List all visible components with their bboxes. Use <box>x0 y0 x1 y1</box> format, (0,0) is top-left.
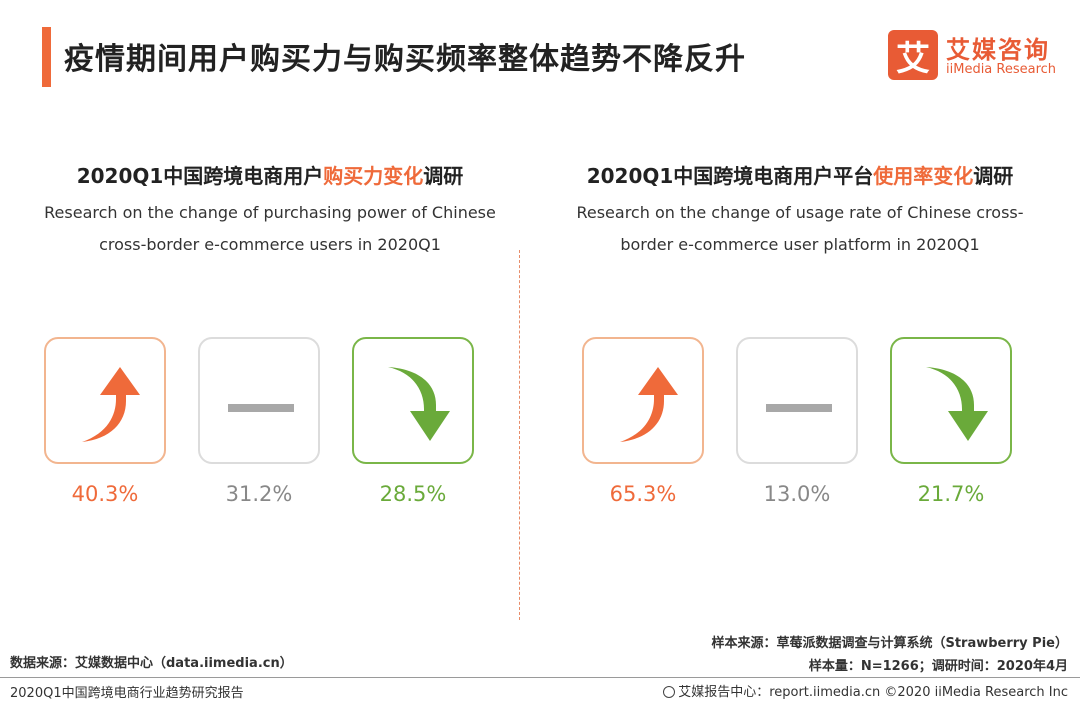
panel-title-prefix: 2020Q1中国跨境电商用户 <box>76 164 324 188</box>
arrow-down-curved-icon <box>352 337 474 464</box>
arrow-down-mark <box>388 367 450 441</box>
panel-subtitle: Research on the change of usage rate of … <box>576 203 1024 254</box>
dash-mark <box>766 404 832 412</box>
panel-title: 2020Q1中国跨境电商用户购买力变化调研 <box>0 160 540 189</box>
dash-mark <box>228 404 294 412</box>
panel-title-highlight: 使用率变化 <box>873 164 974 188</box>
logo-mark: 艾 <box>888 30 938 80</box>
dash-icon <box>736 337 858 464</box>
report-center: 艾媒报告中心：report.iimedia.cn ©2020 iiMedia R… <box>663 681 1068 700</box>
report-name: 2020Q1中国跨境电商行业趋势研究报告 <box>10 686 244 701</box>
title-accent-bar <box>42 27 51 87</box>
panel-title: 2020Q1中国跨境电商用户平台使用率变化调研 <box>520 160 1080 189</box>
arrow-down-curved-icon <box>890 337 1012 464</box>
percentage-label: 65.3% <box>609 482 677 506</box>
panel-title-prefix: 2020Q1中国跨境电商用户平台 <box>586 164 874 188</box>
footer-divider <box>0 677 1080 678</box>
percentage-label: 31.2% <box>225 482 293 506</box>
logo-en-text: iiMedia Research <box>946 62 1057 77</box>
panel-title-suffix: 调研 <box>423 164 464 188</box>
panel-title-highlight: 购买力变化 <box>323 164 424 188</box>
globe-icon <box>663 686 676 698</box>
arrow-up-curved-icon <box>44 337 166 464</box>
arrow-up-curved-icon <box>582 337 704 464</box>
sample-size: 样本量：N=1266；调研时间：2020年4月 <box>808 659 1068 674</box>
percentage-label: 28.5% <box>379 482 447 506</box>
panel-title-suffix: 调研 <box>973 164 1014 188</box>
report-center-text: 艾媒报告中心：report.iimedia.cn ©2020 iiMedia R… <box>678 685 1068 700</box>
panel-subtitle: Research on the change of purchasing pow… <box>44 203 496 254</box>
percentage-label: 40.3% <box>71 482 139 506</box>
sample-source: 样本来源：草莓派数据调查与计算系统（Strawberry Pie） <box>711 636 1068 651</box>
brand-logo: 艾 艾媒咨询 iiMedia Research <box>888 30 1058 82</box>
purchasing-power-panel: 2020Q1中国跨境电商用户购买力变化调研 Research on the ch… <box>0 150 540 261</box>
arrow-up-mark <box>620 367 678 442</box>
dash-icon <box>198 337 320 464</box>
panel-divider <box>519 250 520 620</box>
data-source: 数据来源：艾媒数据中心（data.iimedia.cn） <box>10 656 293 671</box>
page-title: 疫情期间用户购买力与购买频率整体趋势不降反升 <box>64 42 746 77</box>
arrow-down-mark <box>926 367 988 441</box>
usage-rate-panel: 2020Q1中国跨境电商用户平台使用率变化调研 Research on the … <box>520 150 1080 261</box>
percentage-label: 21.7% <box>917 482 985 506</box>
arrow-up-mark <box>82 367 140 442</box>
logo-cn-text: 艾媒咨询 <box>946 36 1050 64</box>
percentage-label: 13.0% <box>763 482 831 506</box>
